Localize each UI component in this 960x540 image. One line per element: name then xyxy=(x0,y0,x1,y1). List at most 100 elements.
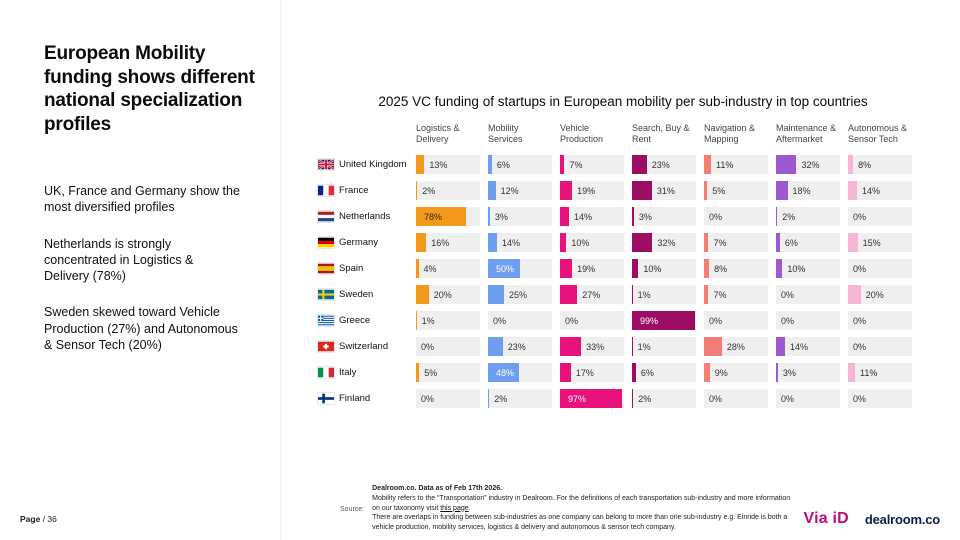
heatmap-cell: 10% xyxy=(776,259,840,278)
country-name: Spain xyxy=(339,263,364,274)
value-bar xyxy=(416,259,419,278)
value-bar xyxy=(488,363,519,382)
value-bar xyxy=(416,311,417,330)
heatmap-cell: 0% xyxy=(848,259,912,278)
heatmap-cell: 17% xyxy=(560,363,624,382)
value-label: 14% xyxy=(573,211,592,222)
value-label: 1% xyxy=(421,315,435,326)
value-label: 1% xyxy=(637,341,651,352)
value-label: 3% xyxy=(638,211,652,222)
heatmap-cell: 15% xyxy=(848,233,912,252)
value-label: 48% xyxy=(496,367,515,378)
heatmap-cell: 0% xyxy=(704,311,768,330)
value-label: 0% xyxy=(709,211,723,222)
heatmap-cell: 0% xyxy=(416,337,480,356)
heatmap-cell: 8% xyxy=(848,155,912,174)
heatmap-corner xyxy=(318,120,408,148)
flag-icon-gb xyxy=(318,159,334,170)
heatmap-cell: 2% xyxy=(416,181,480,200)
value-label: 2% xyxy=(494,393,508,404)
value-label: 0% xyxy=(709,393,723,404)
heatmap-cell: 0% xyxy=(848,389,912,408)
value-bar xyxy=(488,389,490,408)
heatmap-cell: 0% xyxy=(416,389,480,408)
value-label: 20% xyxy=(865,289,884,300)
value-bar xyxy=(560,337,582,356)
country-label: Switzerland xyxy=(318,341,408,352)
heatmap-cell: 7% xyxy=(704,233,768,252)
heatmap-cell: 14% xyxy=(488,233,552,252)
value-bar xyxy=(632,337,633,356)
page-word: Page xyxy=(20,514,41,524)
heatmap-cell: 27% xyxy=(560,285,624,304)
value-label: 0% xyxy=(421,393,435,404)
value-bar xyxy=(488,259,520,278)
heatmap-cell: 23% xyxy=(632,155,696,174)
value-bar xyxy=(776,233,780,252)
heatmap-cell: 7% xyxy=(704,285,768,304)
column-header: Search, Buy & Rent xyxy=(632,122,690,145)
source-text: Dealroom.co. Data as of Feb 17th 2026. M… xyxy=(372,484,792,533)
value-label: 18% xyxy=(792,185,811,196)
country-name: Switzerland xyxy=(339,341,389,352)
value-bar xyxy=(560,155,565,174)
value-label: 17% xyxy=(575,367,594,378)
value-bar xyxy=(632,233,653,252)
chart-title: 2025 VC funding of startups in European … xyxy=(378,94,868,109)
column-header: Mobility Services xyxy=(488,122,523,145)
value-label: 6% xyxy=(496,159,510,170)
source-label: Source: xyxy=(340,506,365,513)
value-bar xyxy=(560,363,571,382)
value-label: 25% xyxy=(509,289,528,300)
value-bar xyxy=(488,233,497,252)
value-bar xyxy=(416,207,466,226)
heatmap-cell: 9% xyxy=(704,363,768,382)
value-label: 6% xyxy=(640,367,654,378)
value-label: 0% xyxy=(853,211,867,222)
heatmap-cell: 1% xyxy=(632,285,696,304)
heatmap-cell: 1% xyxy=(416,311,480,330)
value-label: 10% xyxy=(643,263,662,274)
heatmap-cell: 11% xyxy=(848,363,912,382)
value-label: 15% xyxy=(862,237,881,248)
value-bar xyxy=(848,285,861,304)
country-label: Greece xyxy=(318,315,408,326)
value-label: 7% xyxy=(713,237,727,248)
country-name: United Kingdom xyxy=(339,159,407,170)
source-line-3: There are overlaps in funding between su… xyxy=(372,514,788,532)
value-bar xyxy=(848,233,858,252)
country-name: France xyxy=(339,185,369,196)
value-label: 0% xyxy=(853,393,867,404)
value-label: 10% xyxy=(571,237,590,248)
flag-icon-de xyxy=(318,237,334,248)
value-bar xyxy=(632,259,639,278)
value-label: 7% xyxy=(569,159,583,170)
value-bar xyxy=(632,181,652,200)
heatmap-cell: 3% xyxy=(776,363,840,382)
heatmap-cell: 32% xyxy=(776,155,840,174)
heatmap-cell: 2% xyxy=(488,389,552,408)
value-bar xyxy=(560,233,567,252)
value-bar xyxy=(632,389,634,408)
heatmap-cell: 20% xyxy=(416,285,480,304)
value-label: 0% xyxy=(781,315,795,326)
flag-icon-fr xyxy=(318,185,334,196)
value-bar xyxy=(416,233,427,252)
value-label: 0% xyxy=(853,341,867,352)
taxonomy-link[interactable]: this page xyxy=(440,504,469,512)
value-bar xyxy=(776,207,778,226)
value-label: 0% xyxy=(853,263,867,274)
country-label: Netherlands xyxy=(318,211,408,222)
heatmap-cell: 0% xyxy=(776,285,840,304)
heatmap-cell: 97% xyxy=(560,389,624,408)
heatmap-cell: 0% xyxy=(704,207,768,226)
value-bar xyxy=(776,363,778,382)
value-bar xyxy=(776,259,783,278)
logos: Via iD dealroom.co xyxy=(804,510,941,528)
value-bar xyxy=(488,337,503,356)
sidebar-paragraphs: UK, France and Germany show the most div… xyxy=(44,183,240,353)
flag-icon-ch xyxy=(318,341,334,352)
heatmap-cell: 2% xyxy=(632,389,696,408)
value-bar xyxy=(416,155,425,174)
value-label: 14% xyxy=(789,341,808,352)
